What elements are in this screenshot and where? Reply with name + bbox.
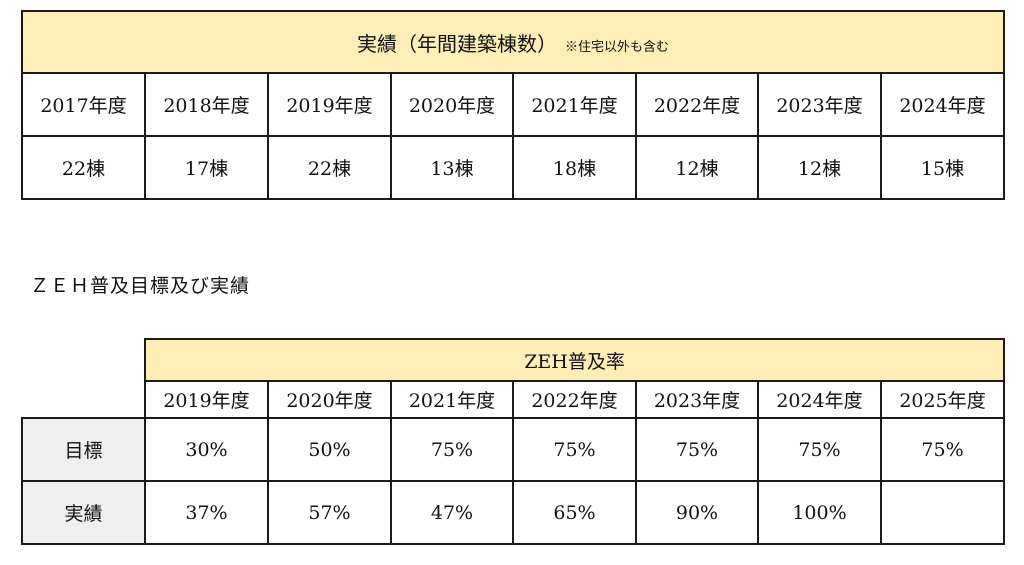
results-year-cell: 2022年度 (635, 72, 759, 137)
results-count-cell: 22棟 (21, 135, 146, 200)
results-table-note: ※住宅以外も含む (565, 39, 670, 55)
zeh-actual-row: 実績 37% 57% 47% 65% 90% 100% (21, 480, 1006, 545)
zeh-actual-cell: 47% (390, 480, 514, 545)
zeh-corner-blank (22, 339, 145, 381)
zeh-target-cell: 75% (757, 417, 882, 482)
zeh-target-cell: 75% (635, 417, 759, 482)
zeh-target-cell: 75% (879, 417, 1006, 482)
zeh-actual-cell (879, 480, 1006, 545)
zeh-target-cell: 30% (144, 417, 269, 482)
zeh-target-cell: 75% (390, 417, 514, 482)
results-count-cell: 13棟 (390, 135, 514, 200)
zeh-year-cell: 2022年度 (512, 380, 637, 419)
zeh-actual-cell: 65% (512, 480, 637, 545)
results-table-header: 実績（年間建築棟数） ※住宅以外も含む (20, 10, 1006, 74)
zeh-actual-cell: 57% (267, 480, 392, 545)
zeh-target-cell: 75% (512, 417, 637, 482)
results-year-cell: 2024年度 (879, 72, 1006, 137)
zeh-actual-cell: 100% (757, 480, 882, 545)
results-count-cell: 12棟 (757, 135, 882, 200)
zeh-year-cell: 2025年度 (879, 380, 1006, 419)
results-count-cell: 18棟 (512, 135, 637, 200)
results-year-cell: 2020年度 (390, 72, 514, 137)
results-count-cell: 22棟 (267, 135, 392, 200)
zeh-year-row: 2019年度 2020年度 2021年度 2022年度 2023年度 2024年… (22, 380, 1006, 419)
zeh-table: ZEH普及率 2019年度 2020年度 2021年度 2022年度 2023年… (21, 338, 1006, 545)
zeh-actual-cell: 90% (635, 480, 759, 545)
results-year-cell: 2019年度 (267, 72, 392, 137)
results-count-cell: 12棟 (635, 135, 759, 200)
zeh-actual-cell: 37% (144, 480, 269, 545)
zeh-row-label-actual: 実績 (21, 480, 146, 545)
results-year-cell: 2018年度 (144, 72, 269, 137)
zeh-target-cell: 50% (267, 417, 392, 482)
results-table-title: 実績（年間建築棟数） (357, 31, 557, 56)
zeh-target-row: 目標 30% 50% 75% 75% 75% 75% 75% (21, 417, 1006, 482)
zeh-year-cell: 2023年度 (635, 380, 759, 419)
results-table: 実績（年間建築棟数） ※住宅以外も含む 2017年度 2018年度 2019年度 … (20, 10, 1006, 200)
zeh-corner-blank (22, 381, 145, 418)
results-count-cell: 17棟 (144, 135, 269, 200)
results-year-cell: 2023年度 (757, 72, 882, 137)
results-year-row: 2017年度 2018年度 2019年度 2020年度 2021年度 2022年… (21, 72, 1006, 137)
zeh-year-cell: 2019年度 (144, 380, 269, 419)
results-count-cell: 15棟 (879, 135, 1006, 200)
zeh-year-cell: 2024年度 (757, 380, 882, 419)
results-year-cell: 2017年度 (21, 72, 146, 137)
results-table-title-cell: 実績（年間建築棟数） ※住宅以外も含む (20, 10, 1006, 74)
zeh-row-label-target: 目標 (21, 417, 146, 482)
results-year-cell: 2021年度 (512, 72, 637, 137)
zeh-section-heading: ＺＥＨ普及目標及び実績 (30, 275, 251, 297)
zeh-table-title: ZEH普及率 (143, 338, 1006, 382)
zeh-year-cell: 2021年度 (390, 380, 514, 419)
results-count-row: 22棟 17棟 22棟 13棟 18棟 12棟 12棟 15棟 (21, 135, 1006, 200)
zeh-year-cell: 2020年度 (267, 380, 392, 419)
zeh-table-header: ZEH普及率 (22, 338, 1006, 382)
